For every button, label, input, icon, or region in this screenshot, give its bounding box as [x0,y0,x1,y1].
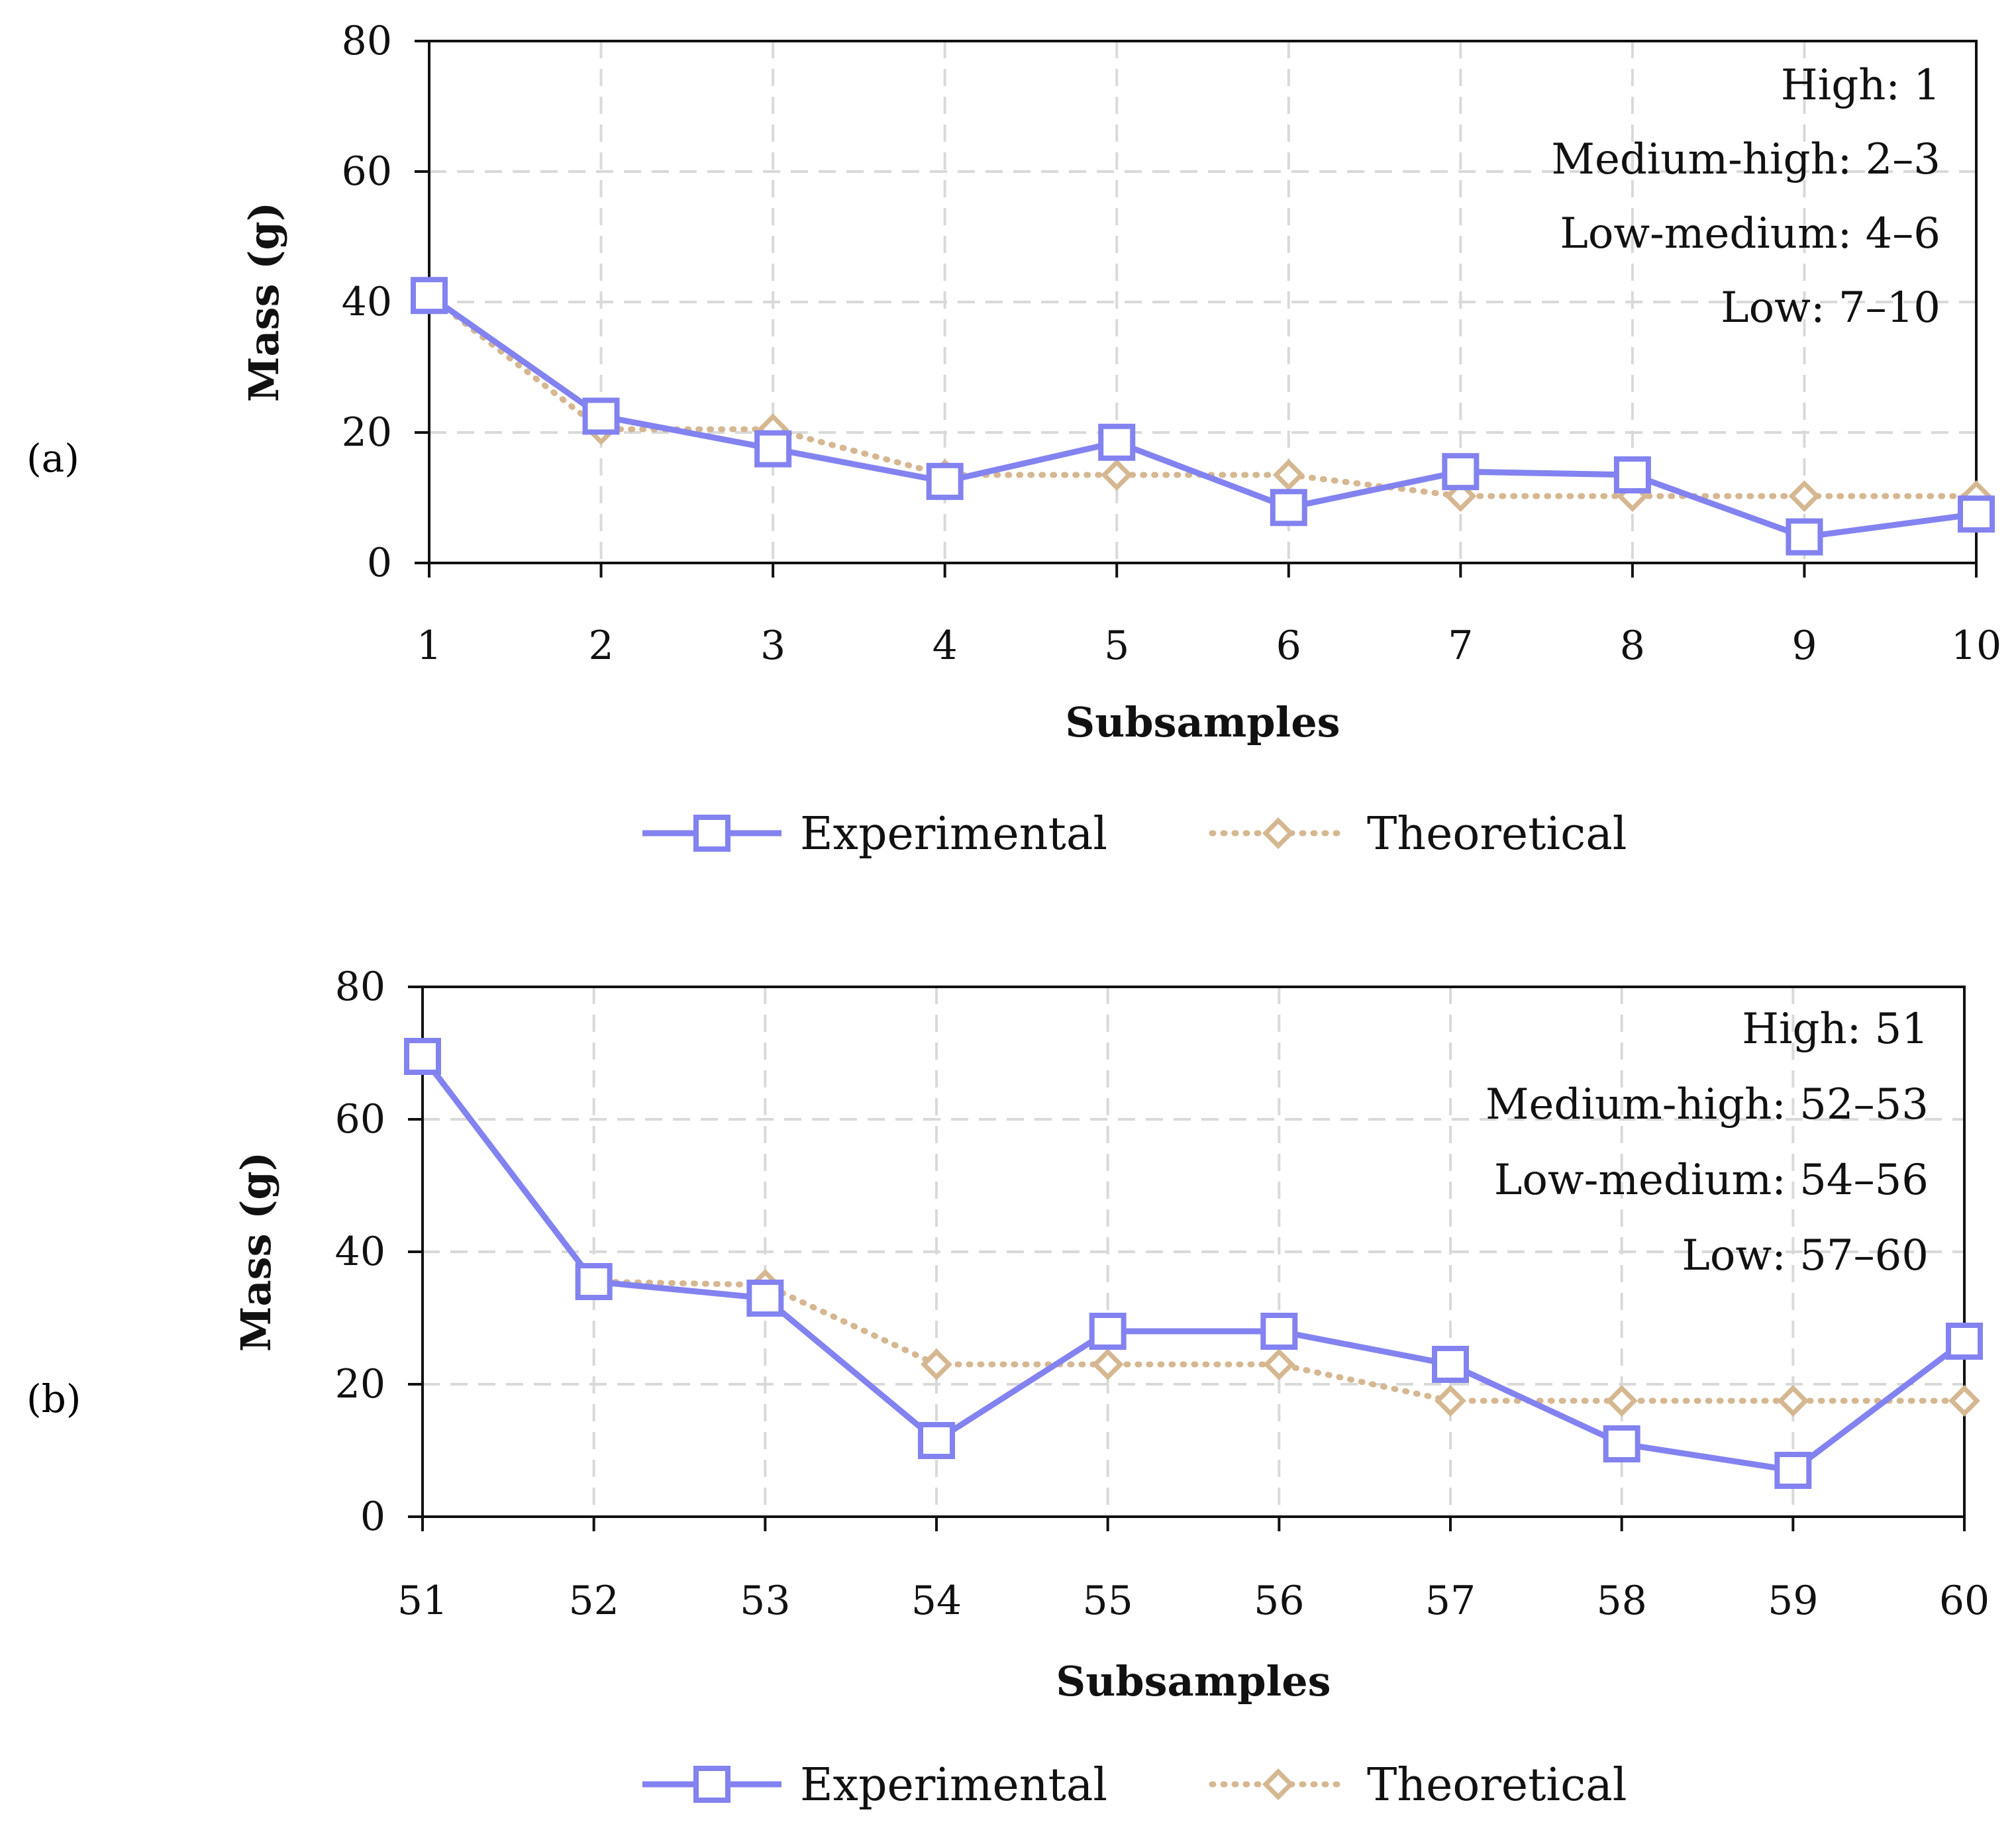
chart-b-point-experimental [1774,1452,1812,1489]
chart-panel-a: (a) 0 20 40 60 80 1 2 3 4 5 6 7 8 9 10 Subsamples Mass (g… [26,18,2001,860]
chart-b-point-theoretical [1605,1385,1638,1417]
chart-a-point-experimental [1098,423,1136,461]
chart-b-range-note: Low-medium: 54–56 [1494,1156,1929,1205]
chart-b-xtick-label: 53 [740,1578,790,1624]
chart-b-ytick-label: 80 [335,964,385,1010]
chart-a-range-note: Low-medium: 4–6 [1560,209,1940,258]
chart-panel-b: (b) 0 20 40 60 80 51 52 53 54 55 56 57 58 59 60 Subsampl… [0,914,2016,1828]
chart-b-range-note: Medium-high: 52–53 [1486,1080,1929,1129]
chart-b-y-axis-title: Mass (g) [232,1152,280,1352]
chart-a-xtick-label: 2 [588,623,613,669]
chart-a-point-experimental [1270,489,1307,527]
chart-b-range-note: High: 51 [1742,1005,1929,1054]
chart-b-point-theoretical [1263,1348,1295,1380]
chart-a-xtick-label: 9 [1791,623,1817,669]
chart-a-xtick-label: 10 [1951,623,2001,669]
chart-b-xtick-label: 52 [568,1578,619,1624]
chart-b-point-theoretical [1777,1385,1809,1417]
chart-a-legend-label-experimental: Experimental [800,808,1107,860]
chart-b-point-theoretical [1435,1385,1466,1417]
chart-a-point-theoretical [1788,480,1821,512]
chart-b-ytick-label: 0 [360,1494,385,1540]
chart-a-ytick-label: 0 [367,540,392,586]
chart-a-xtick-label: 1 [417,623,442,669]
chart-a-series-line-experimental [427,293,1977,540]
chart-a-ytick-label: 60 [342,148,392,195]
chart-a-point-experimental [1442,453,1480,491]
chart-a-point-experimental [582,397,620,435]
chart-b-point-theoretical [1948,1385,1980,1417]
chart-b-xtick-label: 56 [1254,1578,1304,1624]
chart-b-xtick-label: 57 [1425,1578,1476,1624]
chart-b-point-experimental [575,1263,613,1300]
chart-a-panel-label: (a) [26,436,79,481]
chart-a-legend-marker-theoretical [1262,817,1294,849]
chart-b-xtick-label: 59 [1768,1578,1818,1624]
chart-a-point-experimental [1786,518,1823,556]
chart-b-point-experimental [1603,1425,1640,1462]
chart-a-point-experimental [1613,456,1651,494]
chart-a-xtick-label: 7 [1448,623,1473,669]
chart-a-xtick-label: 3 [760,623,785,669]
chart-b-ytick-label: 40 [335,1229,385,1275]
chart-a-ytick-label: 40 [342,279,392,325]
chart-b-range-note: Low: 57–60 [1682,1231,1929,1280]
chart-b-point-experimental [918,1422,955,1459]
chart-a-xtick-label: 6 [1276,623,1301,669]
chart-b-point-theoretical [1091,1348,1124,1380]
chart-a-ytick-label: 80 [342,18,392,64]
chart-a-x-axis-title: Subsamples [1065,698,1340,746]
chart-a-xtick-label: 5 [1104,623,1129,669]
chart-b-xtick-label: 58 [1596,1578,1646,1624]
chart-b-xtick-label: 54 [911,1578,962,1624]
chart-b-legend-label-theoretical: Theoretical [1367,1759,1627,1811]
chart-b-point-experimental [746,1280,784,1317]
chart-a-point-experimental [411,277,448,315]
chart-b-legend-label-experimental: Experimental [800,1759,1107,1811]
chart-a-point-experimental [926,462,964,500]
chart-a-legend-marker-experimental [693,815,731,852]
chart-b-panel-label: (b) [26,1376,81,1421]
chart-b-legend-marker-theoretical [1262,1768,1294,1800]
chart-b-ytick-label: 20 [335,1361,385,1407]
chart-b-point-experimental [404,1038,441,1075]
chart-b-svg: (b) 0 20 40 60 80 51 52 53 54 55 56 57 58 59 60 Subsampl… [26,964,1990,1811]
chart-b-xtick-label: 55 [1082,1578,1133,1624]
chart-a-point-theoretical [1101,459,1133,491]
chart-b-xtick-label: 51 [397,1578,448,1624]
chart-a-range-note: Low: 7–10 [1721,283,1940,332]
chart-a-xtick-label: 8 [1620,623,1645,669]
chart-a-svg: (a) 0 20 40 60 80 1 2 3 4 5 6 7 8 9 10 Subsamples Mass (g… [26,18,2001,860]
chart-b-point-experimental [1260,1313,1298,1350]
chart-b-series-line-theoretical [419,1053,1968,1404]
chart-a-y-axis-title: Mass (g) [240,202,288,402]
chart-a-legend-label-theoretical: Theoretical [1367,808,1627,860]
chart-b-x-axis-title: Subsamples [1056,1657,1331,1705]
chart-b-point-experimental [1089,1313,1127,1350]
chart-a-point-experimental [1958,495,1995,533]
chart-a-range-note: Medium-high: 2–3 [1551,135,1940,184]
chart-b-series-line-experimental [420,1054,1966,1474]
chart-b-point-experimental [1946,1323,1983,1360]
chart-a-range-note: High: 1 [1781,61,1940,110]
chart-b-xtick-label: 60 [1939,1578,1990,1624]
chart-b-point-theoretical [921,1348,952,1380]
chart-a-xtick-label: 4 [932,623,958,669]
chart-b-ytick-label: 60 [335,1096,385,1142]
chart-a-point-theoretical [1272,459,1305,491]
chart-b-point-experimental [1432,1346,1469,1383]
chart-a-point-experimental [754,430,792,468]
chart-b-legend-marker-experimental [693,1766,731,1803]
chart-a-ytick-label: 20 [342,409,392,456]
